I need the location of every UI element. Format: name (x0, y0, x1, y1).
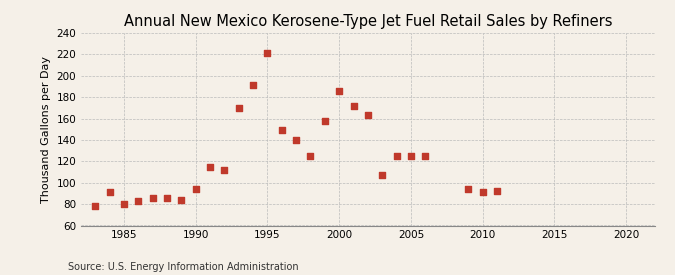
Point (190, 187, 201, 191)
Point (477, 190, 488, 194)
Point (119, 202, 130, 206)
Point (104, 190, 115, 194)
Point (420, 154, 431, 158)
Point (234, 106, 244, 110)
Point (491, 189, 502, 194)
Point (463, 187, 474, 191)
Point (362, 113, 373, 117)
Point (161, 196, 172, 200)
Point (176, 198, 187, 202)
Point (262, 51, 273, 56)
Point (377, 173, 387, 177)
Text: Source: U.S. Energy Information Administration: Source: U.S. Energy Information Administ… (68, 262, 298, 272)
Point (291, 138, 302, 142)
Y-axis label: Thousand Gallons per Day: Thousand Gallons per Day (40, 56, 51, 203)
Point (348, 103, 359, 108)
Point (90, 204, 101, 208)
Title: Annual New Mexico Kerosene-Type Jet Fuel Retail Sales by Refiners: Annual New Mexico Kerosene-Type Jet Fuel… (124, 14, 612, 29)
Point (276, 128, 287, 133)
Point (147, 196, 158, 200)
Point (219, 168, 230, 172)
Point (333, 89, 344, 93)
Point (205, 164, 215, 169)
Point (305, 154, 316, 158)
Point (319, 119, 330, 123)
Point (406, 154, 416, 158)
Point (391, 154, 402, 158)
Point (133, 199, 144, 203)
Point (248, 83, 259, 88)
